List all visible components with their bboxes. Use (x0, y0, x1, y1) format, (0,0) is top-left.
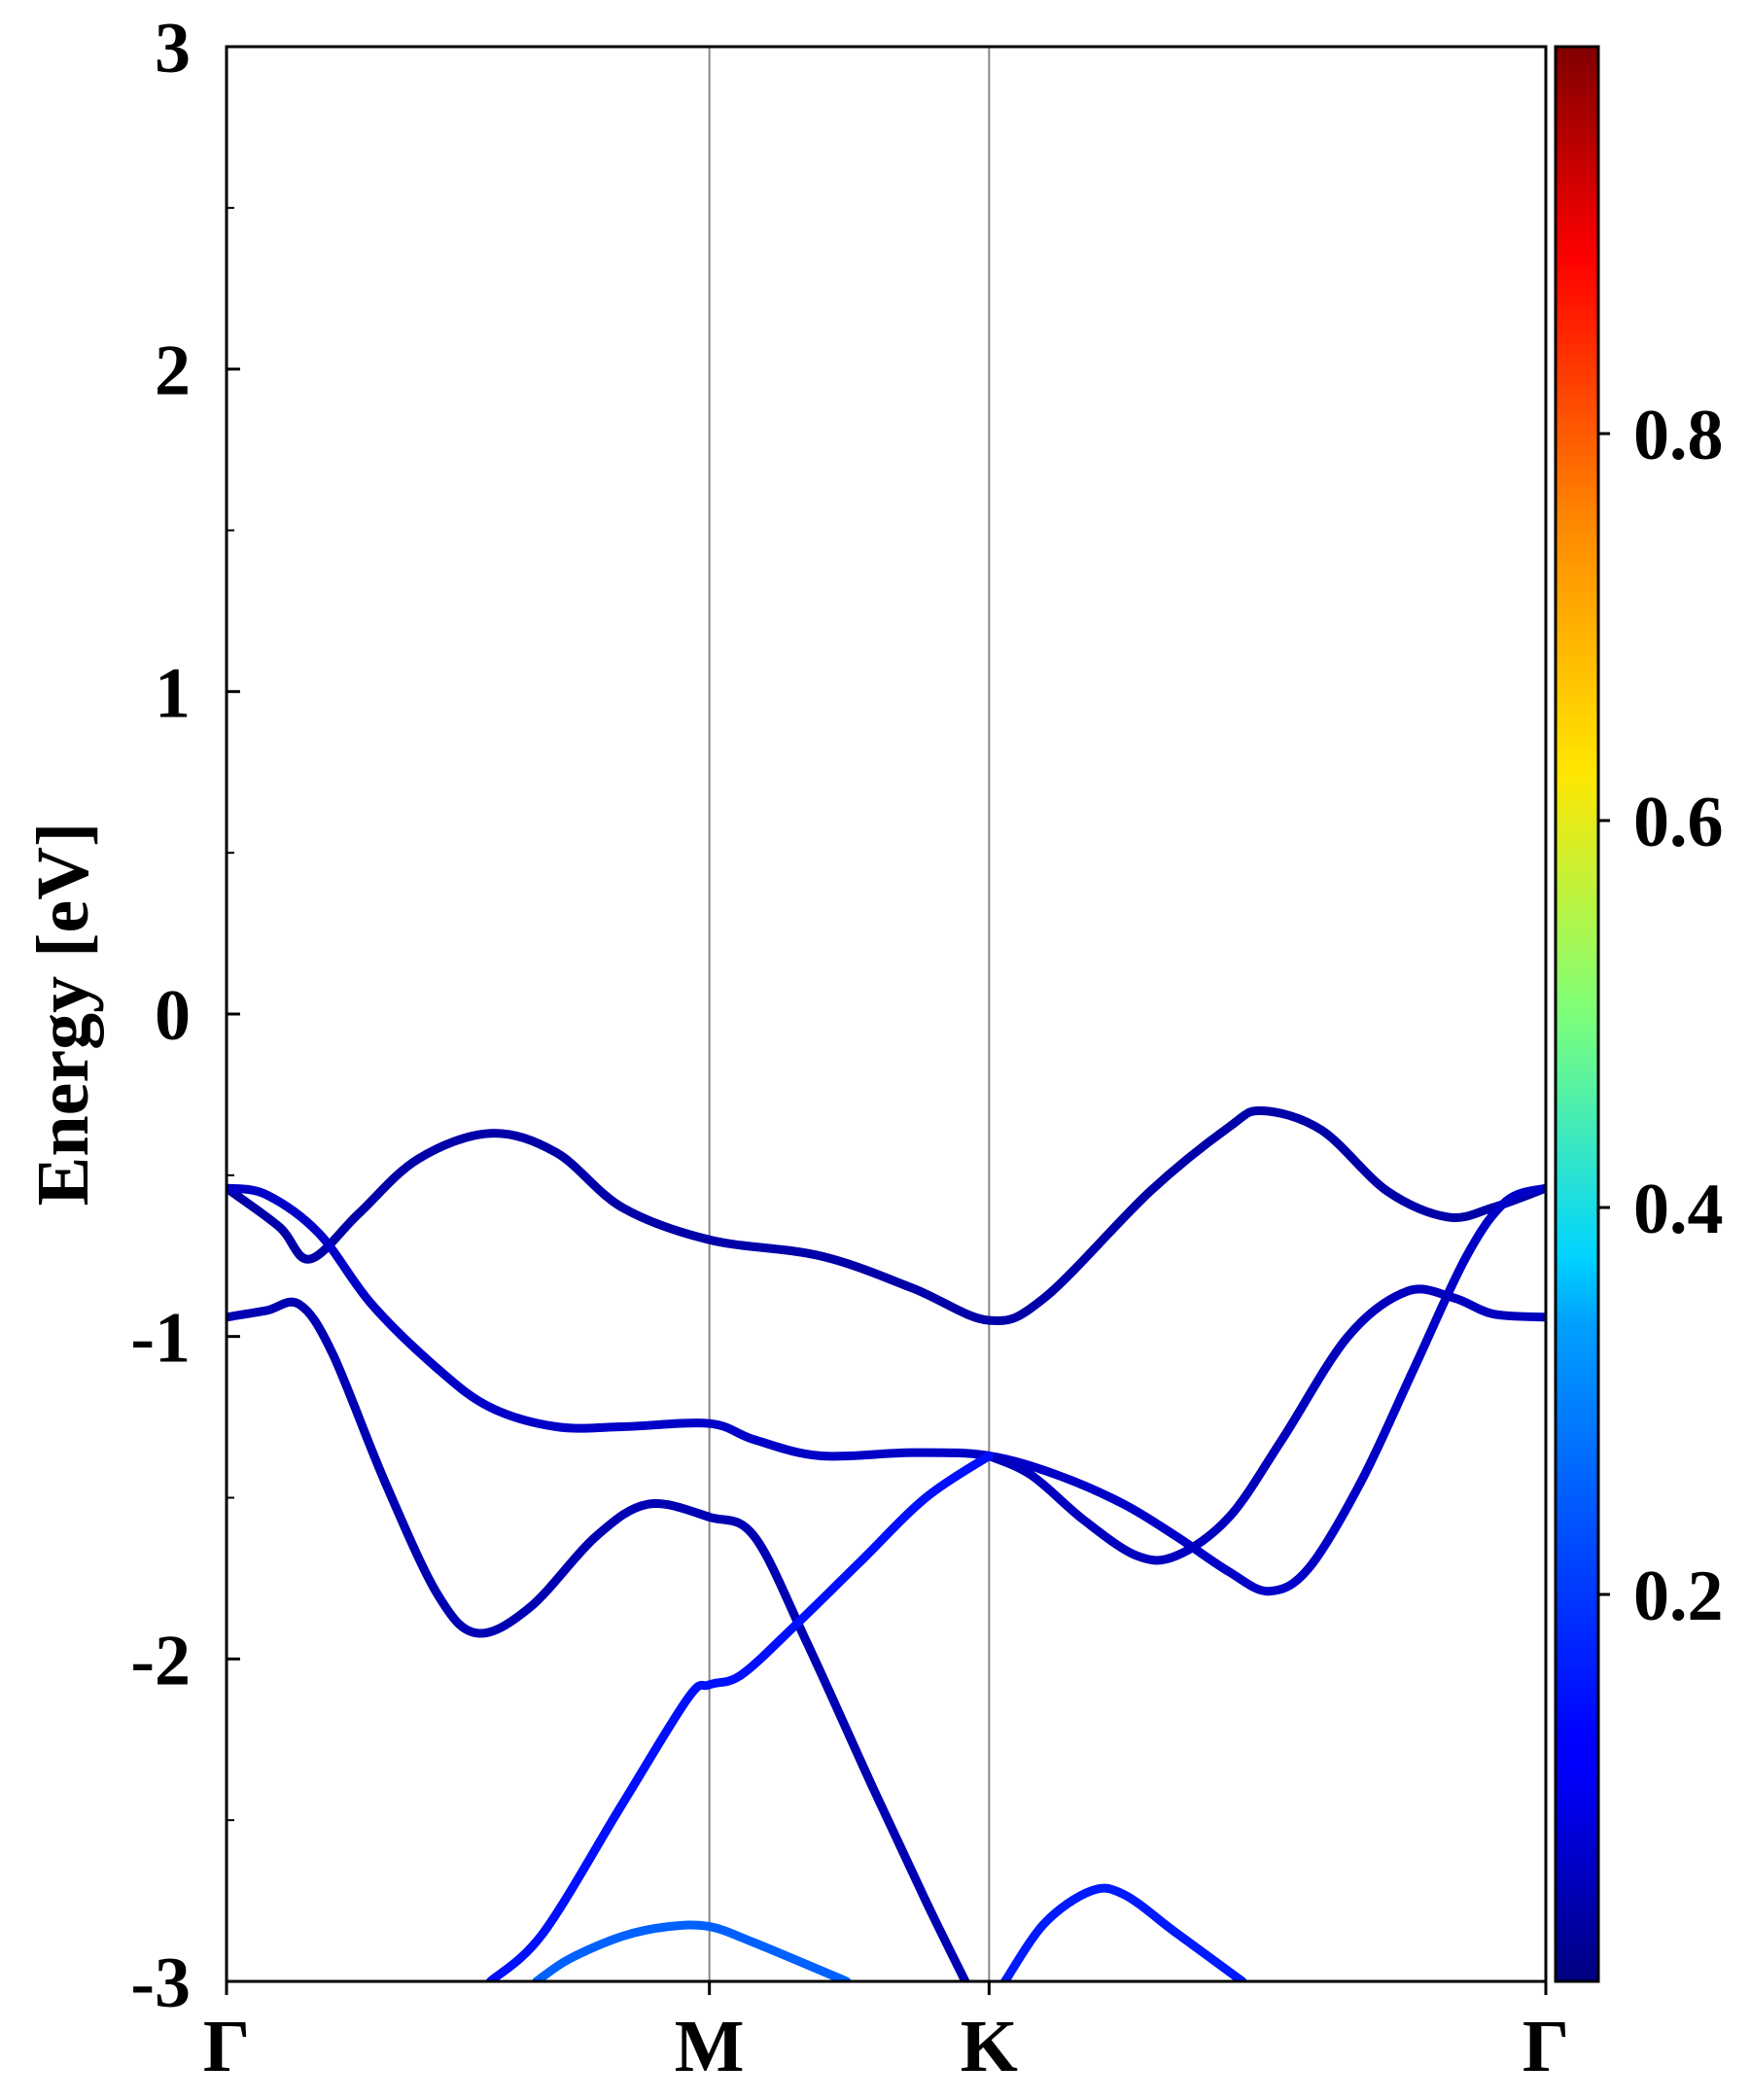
band-line-3 (227, 1183, 1546, 1596)
y-axis-label: Energy [eV] (22, 822, 104, 1207)
band-line-2 (227, 1297, 970, 1981)
band-line-6 (1000, 1883, 1247, 1981)
y-tick-label: -1 (130, 1299, 191, 1379)
y-tick-label: 3 (155, 9, 191, 88)
plot-frame (225, 45, 1548, 1983)
x-tick-label: Γ (203, 2006, 250, 2087)
colorbar-tick-label: 0.4 (1633, 1170, 1724, 1249)
y-tick-label: 1 (155, 653, 191, 733)
colorbar (1554, 45, 1600, 1983)
y-tick-label: 0 (155, 976, 191, 1056)
x-tick-label: M (675, 2006, 745, 2087)
bands-group (227, 1105, 1546, 1981)
high-symmetry-lines (708, 47, 991, 1981)
x-tick-label: K (961, 2006, 1018, 2087)
colorbar-tick-label: 0.2 (1633, 1557, 1724, 1636)
x-tick-label: Γ (1522, 2006, 1569, 2087)
y-tick-label: 2 (155, 332, 191, 411)
colorbar-tick-label: 0.6 (1633, 783, 1724, 862)
band-line-4 (984, 1284, 1546, 1565)
colorbar-tick-label: 0.8 (1633, 396, 1724, 475)
y-axis-ticks: 3 2 1 0 -1 -2 -3 (130, 9, 240, 2023)
band-line-5 (485, 1451, 994, 1981)
y-tick-label: -2 (130, 1621, 191, 1700)
colorbar-ticks: 0.2 0.4 0.6 0.8 (1598, 396, 1724, 1636)
y-tick-label: -3 (130, 1943, 191, 2023)
band-line-7 (532, 1920, 852, 1981)
band-line-1 (227, 1105, 1546, 1325)
